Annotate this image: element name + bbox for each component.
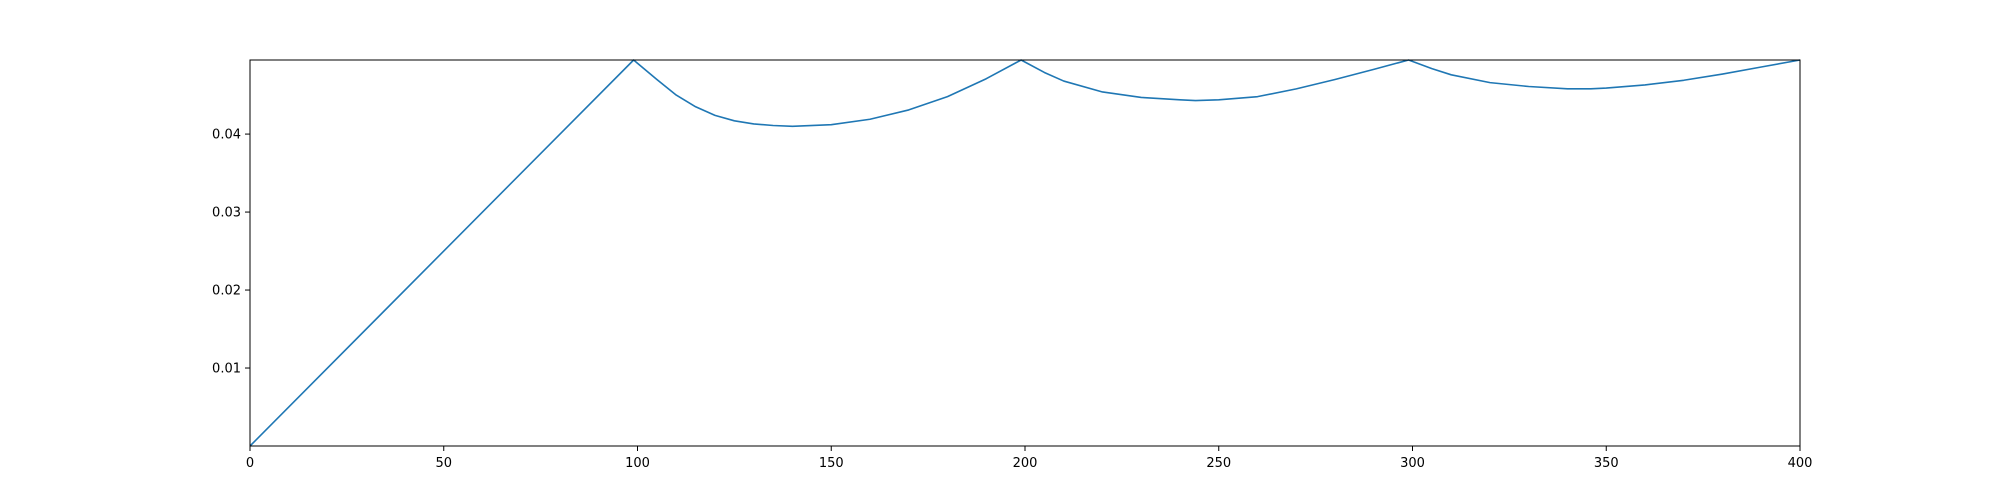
x-tick-label: 250 <box>1206 456 1231 471</box>
x-tick-label: 200 <box>1013 456 1038 471</box>
x-tick-label: 150 <box>819 456 844 471</box>
y-tick-label: 0.01 <box>212 362 241 377</box>
x-tick-label: 400 <box>1788 456 1813 471</box>
y-tick-label: 0.04 <box>212 128 241 143</box>
series-line-0 <box>249 59 1801 447</box>
plot-frame <box>249 59 1801 447</box>
x-tick-label: 100 <box>625 456 650 471</box>
x-tick-label: 300 <box>1400 456 1425 471</box>
x-tick-label: 0 <box>246 456 254 471</box>
x-tick-label: 350 <box>1594 456 1619 471</box>
y-tick-label: 0.03 <box>212 206 241 221</box>
y-tick-label: 0.02 <box>212 284 241 299</box>
x-tick-label: 50 <box>435 456 452 471</box>
series-layer <box>249 59 1801 447</box>
y-axis: 0.01 0.02 0.03 0.04 <box>212 128 250 377</box>
x-axis: 0 50 100 150 200 250 300 350 400 <box>246 446 1813 471</box>
